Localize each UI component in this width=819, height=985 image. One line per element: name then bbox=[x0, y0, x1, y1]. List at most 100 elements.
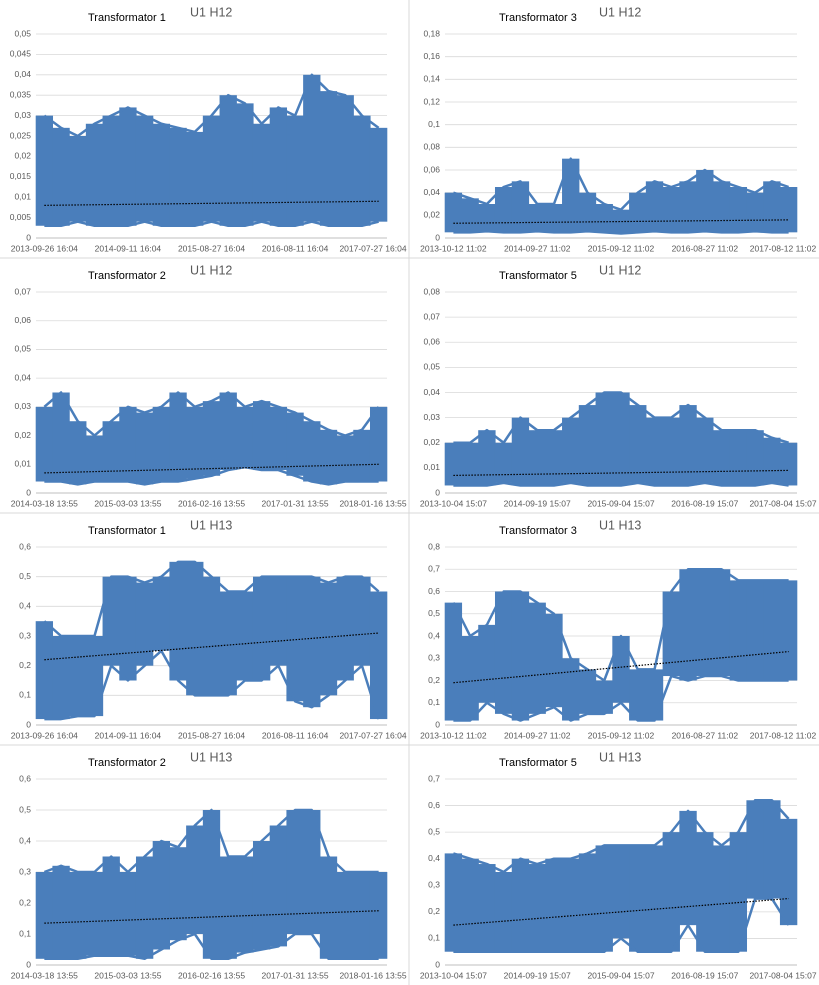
range-bar bbox=[236, 856, 254, 953]
range-bar bbox=[461, 858, 479, 952]
y-tick-label: 0,015 bbox=[10, 171, 32, 181]
range-bar bbox=[52, 392, 70, 482]
y-tick-label: 0,5 bbox=[19, 804, 31, 814]
series-outline bbox=[452, 568, 789, 682]
range-bar bbox=[35, 621, 54, 720]
chart-subtitle: U1 H12 bbox=[599, 263, 641, 277]
range-bar bbox=[35, 406, 54, 482]
y-tick-label: 0,02 bbox=[14, 430, 31, 440]
range-bar bbox=[494, 872, 513, 952]
y-tick-label: 0 bbox=[435, 232, 440, 242]
y-tick-label: 0,02 bbox=[423, 210, 440, 220]
y-tick-label: 0,16 bbox=[423, 51, 440, 61]
y-tick-label: 0 bbox=[26, 959, 31, 969]
range-bar bbox=[286, 576, 304, 702]
y-tick-label: 0 bbox=[26, 232, 31, 242]
range-bar bbox=[779, 187, 798, 233]
range-bar bbox=[152, 123, 171, 226]
range-bar bbox=[119, 872, 137, 956]
y-tick-label: 0,3 bbox=[428, 653, 440, 663]
range-bar bbox=[511, 858, 530, 952]
range-bar bbox=[545, 204, 563, 233]
range-bar bbox=[645, 845, 664, 952]
range-bar bbox=[578, 192, 597, 232]
range-bar bbox=[319, 91, 338, 226]
trend-line bbox=[44, 632, 379, 661]
range-bar bbox=[729, 580, 748, 681]
x-tick-label: 2013-10-04 15:07 bbox=[420, 498, 487, 508]
x-tick-label: 2013-10-12 11:02 bbox=[420, 730, 487, 740]
chart-title: Transformator 1 bbox=[88, 525, 166, 537]
range-bar bbox=[252, 123, 271, 222]
series-outline bbox=[453, 229, 789, 235]
chart-subtitle: U1 H13 bbox=[599, 518, 641, 532]
chart-title: Transformator 5 bbox=[499, 757, 577, 769]
y-tick-label: 0,6 bbox=[428, 800, 440, 810]
chart-title: Transformator 2 bbox=[88, 270, 166, 282]
x-tick-label: 2016-08-19 15:07 bbox=[671, 970, 738, 980]
range-bar bbox=[369, 127, 388, 222]
y-tick-label: 0,05 bbox=[423, 362, 440, 372]
y-tick-label: 0,3 bbox=[19, 630, 31, 640]
range-bar bbox=[119, 107, 137, 226]
range-bar bbox=[85, 636, 104, 717]
range-bar bbox=[461, 198, 479, 233]
range-bar bbox=[645, 417, 664, 486]
chart-title: Transformator 3 bbox=[499, 525, 577, 537]
range-bar bbox=[102, 576, 120, 666]
range-bar bbox=[679, 181, 697, 233]
x-tick-label: 2015-09-12 11:02 bbox=[588, 730, 655, 740]
x-tick-label: 2016-02-16 13:55 bbox=[178, 970, 245, 980]
y-tick-label: 0,025 bbox=[10, 130, 32, 140]
y-tick-label: 0,045 bbox=[10, 49, 32, 59]
range-bar bbox=[135, 856, 154, 959]
range-bar bbox=[461, 636, 479, 721]
y-tick-label: 0,8 bbox=[428, 541, 440, 551]
x-tick-label: 2017-07-27 16:04 bbox=[339, 243, 406, 253]
range-bar bbox=[729, 430, 748, 486]
range-bar bbox=[252, 576, 271, 681]
range-bar bbox=[712, 181, 731, 233]
range-bar bbox=[169, 127, 187, 226]
range-bar bbox=[662, 832, 680, 952]
x-tick-label: 2018-01-16 13:55 bbox=[339, 498, 406, 508]
y-tick-label: 0,7 bbox=[428, 773, 440, 783]
range-bar bbox=[152, 841, 171, 950]
x-tick-label: 2017-01-31 13:55 bbox=[262, 970, 329, 980]
range-bar bbox=[645, 669, 664, 721]
range-bar bbox=[319, 582, 338, 696]
chart-subtitle: U1 H13 bbox=[599, 750, 641, 764]
trend-line bbox=[453, 219, 789, 224]
x-tick-label: 2015-03-03 13:55 bbox=[94, 498, 161, 508]
range-bar bbox=[52, 865, 70, 959]
range-bar bbox=[478, 204, 496, 232]
trend-line bbox=[453, 469, 789, 477]
y-tick-label: 0,1 bbox=[428, 697, 440, 707]
range-bar bbox=[444, 853, 463, 952]
y-tick-label: 0,04 bbox=[423, 387, 440, 397]
range-bar bbox=[629, 405, 647, 483]
range-bar bbox=[202, 401, 221, 476]
range-bar bbox=[562, 158, 580, 233]
y-tick-label: 0,04 bbox=[14, 69, 31, 79]
x-tick-label: 2013-09-26 16:04 bbox=[11, 730, 78, 740]
range-bar bbox=[303, 576, 321, 708]
y-tick-label: 0,3 bbox=[428, 880, 440, 890]
range-bar bbox=[712, 569, 731, 677]
x-tick-label: 2014-03-18 13:55 bbox=[11, 970, 78, 980]
range-bar bbox=[186, 406, 204, 479]
range-bar bbox=[269, 107, 288, 226]
y-tick-label: 0,02 bbox=[14, 151, 31, 161]
range-bar bbox=[545, 430, 563, 486]
range-bar bbox=[444, 192, 463, 233]
x-tick-label: 2017-08-04 15:07 bbox=[749, 498, 816, 508]
range-bar bbox=[746, 580, 764, 681]
range-bar bbox=[119, 406, 137, 482]
chart-title: Transformator 2 bbox=[88, 757, 166, 769]
series-outline bbox=[44, 220, 379, 228]
x-tick-label: 2016-02-16 13:55 bbox=[178, 498, 245, 508]
range-bar bbox=[595, 680, 613, 714]
range-bar bbox=[353, 429, 371, 482]
y-tick-label: 0,08 bbox=[423, 142, 440, 152]
x-tick-label: 2015-09-12 11:02 bbox=[588, 243, 655, 253]
